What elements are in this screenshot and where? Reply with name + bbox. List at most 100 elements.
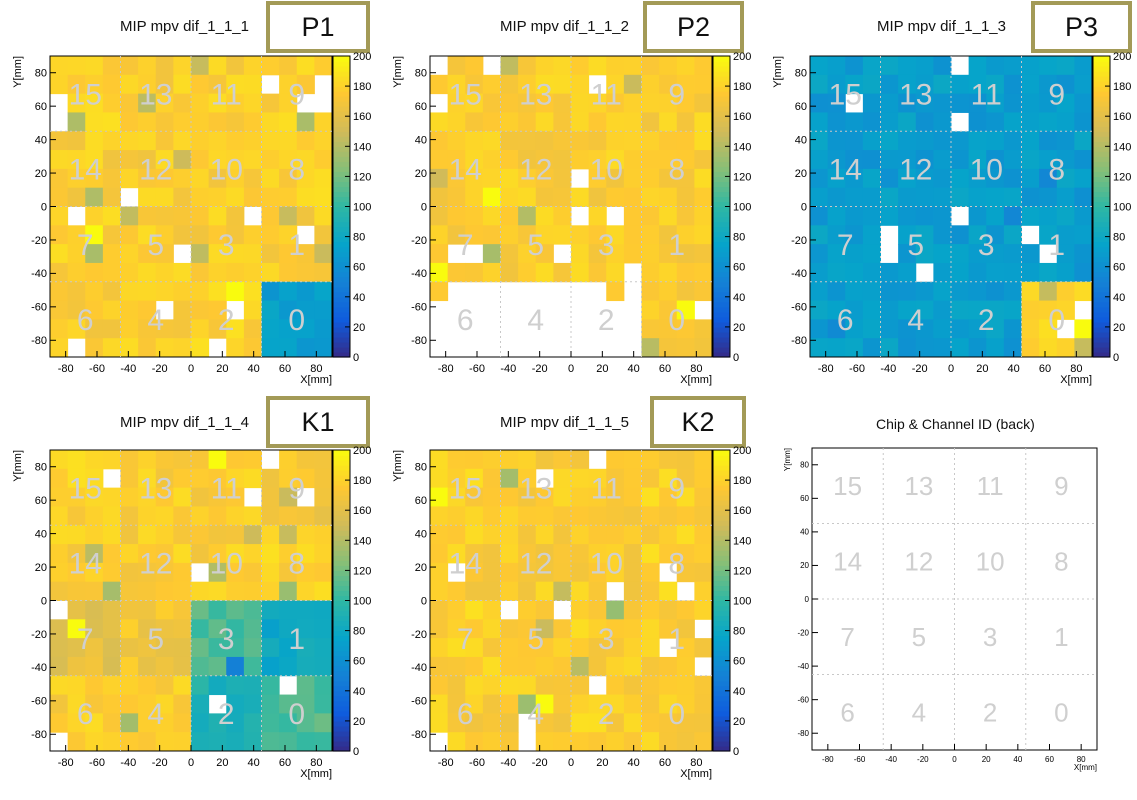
colorbar-segment xyxy=(333,745,350,752)
heatmap-cell xyxy=(279,150,298,170)
heatmap-cell xyxy=(191,187,210,207)
heatmap-cell xyxy=(968,93,987,113)
heatmap-cell xyxy=(279,225,298,245)
heatmap-cell xyxy=(535,262,554,283)
x-tick-label: 20 xyxy=(596,757,608,769)
heatmap-cell xyxy=(465,694,484,714)
colorbar-segment xyxy=(713,520,730,526)
colorbar-segment xyxy=(1093,126,1110,132)
heatmap-cell xyxy=(951,168,970,189)
heatmap-cell xyxy=(500,74,519,95)
heatmap-cell xyxy=(85,187,104,207)
heatmap-cell xyxy=(641,600,660,620)
heatmap-cell xyxy=(535,656,554,677)
heatmap-cell xyxy=(447,713,466,733)
y-tick-label: -60 xyxy=(411,696,427,708)
colorbar-segment xyxy=(713,156,730,162)
colorbar-segment xyxy=(713,131,730,137)
heatmap-cell xyxy=(986,206,1005,226)
colorbar-segment xyxy=(333,545,350,551)
heatmap-cell xyxy=(120,300,139,320)
colorbar-segment xyxy=(713,286,730,293)
heatmap-cell xyxy=(1003,187,1022,207)
colorbar-segment xyxy=(333,181,350,188)
z-tick-label: 80 xyxy=(353,232,365,244)
heatmap-cell xyxy=(623,506,642,526)
heatmap-cell xyxy=(120,225,139,245)
plot-frame xyxy=(49,449,333,752)
heatmap-cell xyxy=(676,694,695,714)
heatmap-cell xyxy=(226,74,245,95)
heatmap-cell xyxy=(279,619,298,639)
colorbar-segment xyxy=(713,640,730,647)
heatmap-cell xyxy=(623,562,642,583)
heatmap-cell xyxy=(261,562,280,583)
heatmap-cell xyxy=(482,187,501,207)
heatmap-cell xyxy=(447,206,466,226)
y-tick-label: 20 xyxy=(800,561,809,570)
heatmap-cell xyxy=(465,619,484,639)
heatmap-cell xyxy=(279,206,298,226)
heatmap-cell xyxy=(1003,93,1022,113)
chip-id-label: 14 xyxy=(69,154,102,187)
heatmap-cell xyxy=(588,262,607,283)
colorbar-segment xyxy=(1093,216,1110,223)
heatmap-cell xyxy=(430,675,449,696)
colorbar-segment xyxy=(333,146,350,152)
heatmap-cell xyxy=(880,281,899,302)
heatmap-cell xyxy=(314,150,333,170)
colorbar-segment xyxy=(713,635,730,642)
heatmap-cell xyxy=(933,93,952,113)
heatmap-cell xyxy=(676,300,695,320)
heatmap-cell xyxy=(500,525,519,545)
colorbar-segment xyxy=(713,281,730,288)
heatmap-cell xyxy=(880,338,899,358)
heatmap-cell xyxy=(208,544,227,564)
heatmap-cell xyxy=(243,600,262,620)
colorbar-segment xyxy=(333,515,350,521)
heatmap-cell xyxy=(500,468,519,489)
colorbar-segment xyxy=(333,490,350,496)
heatmap-cell xyxy=(243,74,262,95)
heatmap-cell xyxy=(85,225,104,245)
heatmap-cell xyxy=(279,112,298,132)
heatmap-cell xyxy=(482,656,501,677)
chip-id-label: 8 xyxy=(668,548,685,581)
heatmap-cell xyxy=(623,93,642,113)
heatmap-cell xyxy=(571,74,590,95)
colorbar-segment xyxy=(333,705,350,712)
heatmap-cell xyxy=(138,74,157,95)
chip-id-label: 6 xyxy=(457,698,474,731)
heatmap-cell xyxy=(1074,112,1093,132)
heatmap-cell xyxy=(102,562,121,583)
heatmap-cell xyxy=(50,262,69,283)
z-tick-label: 40 xyxy=(353,292,365,304)
heatmap-cell xyxy=(173,300,192,320)
heatmap-cell xyxy=(623,525,642,545)
colorbar-segment xyxy=(713,341,730,348)
chip-id-label: 6 xyxy=(840,698,854,728)
heatmap-cell xyxy=(482,675,501,696)
colorbar-segment xyxy=(333,141,350,147)
heatmap-cell xyxy=(641,93,660,113)
heatmap-cell xyxy=(226,506,245,526)
heatmap-cell xyxy=(623,600,642,620)
heatmap-cell xyxy=(641,525,660,545)
heatmap-cell xyxy=(571,506,590,526)
heatmap-cell xyxy=(880,206,899,226)
chip-id-label: 9 xyxy=(668,472,685,505)
z-tick-label: 20 xyxy=(733,322,745,334)
heatmap-cell xyxy=(588,468,607,489)
colorbar-segment xyxy=(1093,146,1110,152)
heatmap-cell xyxy=(430,74,449,95)
colorbar-segment xyxy=(713,530,730,536)
colorbar-segment xyxy=(1093,196,1110,203)
heatmap-cell xyxy=(173,732,192,752)
heatmap-cell xyxy=(138,56,157,76)
colorbar-segment xyxy=(333,291,350,298)
heatmap-cell xyxy=(85,562,104,583)
heatmap-cell xyxy=(279,638,298,658)
heatmap-cell xyxy=(465,168,484,189)
